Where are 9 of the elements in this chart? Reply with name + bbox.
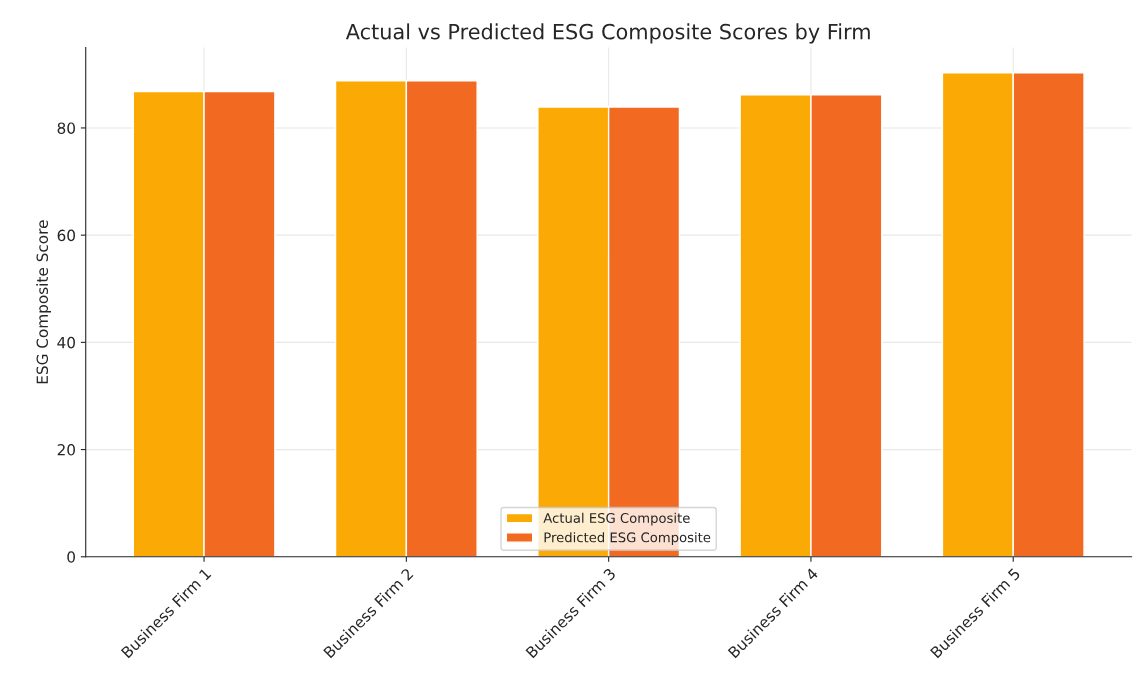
legend-label: Actual ESG Composite xyxy=(543,512,690,526)
legend-label: Predicted ESG Composite xyxy=(544,532,711,545)
y-tick-label: 60 xyxy=(57,229,75,242)
y-axis-title: ESG Composite Score xyxy=(36,220,52,384)
y-tick-label: 20 xyxy=(57,444,75,456)
y-tick-label: 0 xyxy=(67,551,75,563)
y-tick-label: 80 xyxy=(57,122,75,134)
chart-title: Actual vs Predicted ESG Composite Scores by Firm xyxy=(345,23,870,44)
y-tick-label: 40 xyxy=(57,336,75,349)
